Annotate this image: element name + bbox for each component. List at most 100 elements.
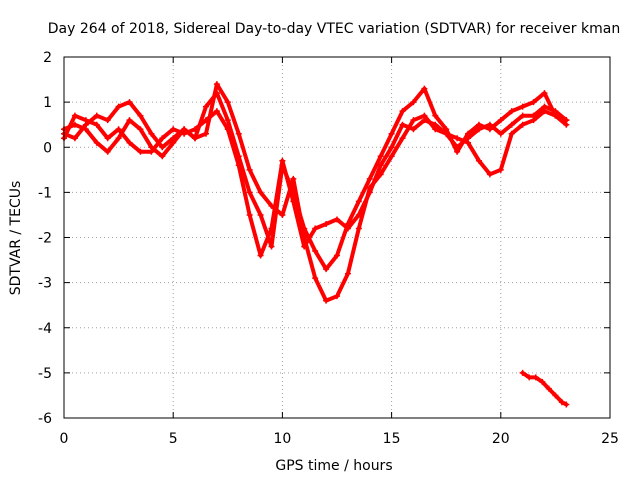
- data-point: [421, 85, 428, 92]
- data-point: [344, 270, 351, 277]
- data-point: [530, 112, 537, 119]
- data-point: [508, 130, 515, 137]
- data-point: [366, 189, 373, 196]
- data-point: [519, 369, 526, 376]
- data-point: [312, 275, 319, 282]
- data-point: [279, 211, 286, 218]
- data-point: [552, 108, 559, 115]
- chart-title: Day 264 of 2018, Sidereal Day-to-day VTE…: [48, 21, 620, 37]
- data-point: [475, 157, 482, 164]
- series-track-c: [61, 103, 570, 259]
- data-point: [126, 117, 133, 124]
- data-point: [246, 211, 253, 218]
- data-point: [334, 216, 340, 223]
- data-point: [366, 175, 373, 182]
- data-point: [202, 130, 209, 137]
- data-point: [137, 112, 144, 119]
- data-point: [355, 198, 362, 205]
- data-point: [497, 117, 504, 124]
- data-point: [115, 126, 122, 133]
- data-point: [344, 225, 351, 232]
- data-point: [148, 130, 155, 137]
- data-point: [410, 126, 417, 133]
- data-point: [71, 121, 78, 128]
- x-tick-label: 25: [601, 431, 619, 447]
- x-axis-label: GPS time / hours: [275, 458, 392, 474]
- data-point: [454, 135, 461, 142]
- data-point: [532, 374, 539, 381]
- axis-ticks: [63, 56, 611, 419]
- data-point: [377, 162, 384, 169]
- data-point: [508, 108, 515, 115]
- data-point: [541, 103, 548, 110]
- data-point: [377, 153, 384, 160]
- x-tick-labels: 0 5 10 15 20 25: [60, 431, 619, 447]
- data-point: [268, 225, 275, 232]
- data-point: [563, 401, 570, 408]
- data-point: [82, 126, 89, 133]
- y-tick-label: 1: [43, 95, 52, 111]
- data-point: [159, 144, 166, 151]
- data-point: [126, 139, 133, 146]
- data-point: [399, 108, 406, 115]
- y-tick-label: 0: [43, 140, 52, 156]
- y-tick-labels: -6 -5 -4 -3 -2 -1 0 1 2: [38, 50, 52, 427]
- data-point: [170, 139, 177, 146]
- data-series: [61, 81, 570, 408]
- data-point: [192, 135, 199, 142]
- data-point: [519, 121, 526, 128]
- data-point: [257, 252, 264, 259]
- data-point: [115, 103, 122, 110]
- data-point: [235, 130, 242, 137]
- data-point: [104, 148, 111, 155]
- data-point: [137, 148, 144, 155]
- data-point: [410, 117, 417, 124]
- data-point: [93, 139, 100, 146]
- data-point: [486, 121, 493, 128]
- data-point: [170, 126, 177, 133]
- data-point: [213, 108, 220, 115]
- data-point: [545, 385, 552, 392]
- data-point: [563, 117, 570, 124]
- data-point: [115, 135, 122, 142]
- data-point: [432, 121, 439, 128]
- data-point: [323, 266, 330, 273]
- x-tick-label: 0: [60, 431, 69, 447]
- data-point: [399, 135, 406, 142]
- data-point: [519, 112, 526, 119]
- data-point: [312, 225, 319, 232]
- data-point: [323, 220, 330, 227]
- data-point: [93, 112, 100, 119]
- data-point: [126, 99, 133, 106]
- data-point: [82, 117, 89, 124]
- data-point: [355, 225, 362, 232]
- y-tick-label: -6: [38, 411, 52, 427]
- data-point: [334, 293, 340, 300]
- data-point: [399, 121, 406, 128]
- x-tick-label: 20: [492, 431, 510, 447]
- data-point: [71, 135, 78, 142]
- data-point: [246, 166, 253, 173]
- data-point: [519, 103, 526, 110]
- data-point: [541, 90, 548, 97]
- data-point: [148, 148, 155, 155]
- data-point: [312, 248, 319, 255]
- data-point: [224, 117, 231, 124]
- data-point: [159, 135, 166, 142]
- data-point: [257, 211, 264, 218]
- data-point: [486, 171, 493, 178]
- data-point: [526, 374, 533, 381]
- data-point: [301, 243, 308, 250]
- data-point: [388, 130, 395, 137]
- data-point: [388, 153, 395, 160]
- data-point: [530, 99, 537, 106]
- data-point: [552, 392, 559, 399]
- grid-lines: [64, 57, 610, 418]
- data-point: [137, 126, 144, 133]
- data-point: [410, 99, 417, 106]
- data-point: [290, 198, 297, 205]
- data-point: [159, 153, 166, 160]
- x-tick-label: 15: [383, 431, 401, 447]
- y-tick-label: 2: [43, 50, 52, 66]
- y-tick-label: -2: [38, 231, 52, 247]
